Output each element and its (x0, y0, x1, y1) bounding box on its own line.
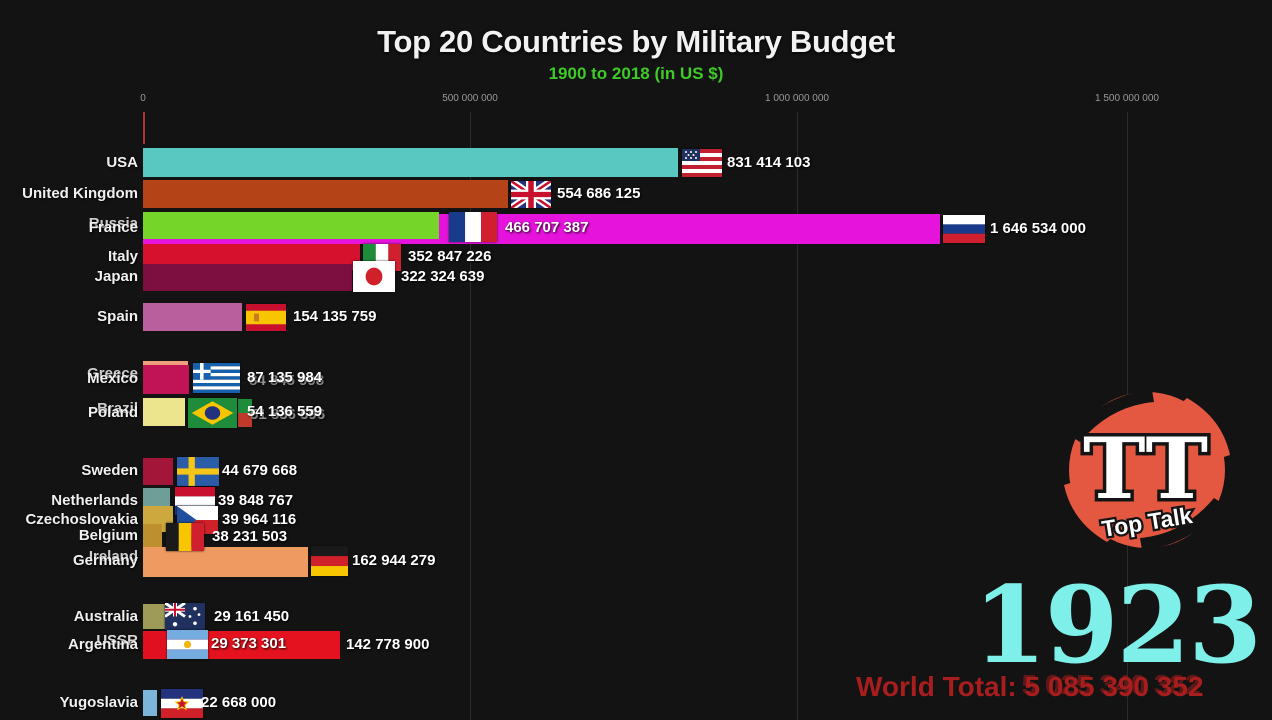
value-ussr: 142 778 900 (346, 636, 430, 653)
logo-swirl-tail-top (1176, 398, 1230, 462)
country-label-netherlands: Netherlands (51, 492, 138, 509)
country-label-russia: Russia (88, 215, 138, 232)
value-greece: 87 135 984 (247, 369, 323, 386)
world-total: World Total: 5 085 390 352 5 025 340 382 (856, 669, 1204, 703)
country-label-germany: Germany (72, 552, 138, 569)
value-france: 466 707 387 (505, 219, 589, 236)
country-label-japan: Japan (94, 268, 138, 285)
world-total-ghost-value: 5 025 340 382 (1021, 669, 1201, 700)
axis-tick-3: 1 500 000 000 (1095, 93, 1159, 104)
japan-flag-icon (353, 261, 395, 292)
country-label-france: France (88, 219, 138, 236)
brazil-flag-icon (188, 398, 237, 428)
country-label-spain: Spain (97, 308, 138, 325)
world-total-value: 5 085 390 352 5 025 340 382 (1021, 669, 1204, 702)
bar-argentina (143, 633, 165, 658)
axis-tick-2: 1 000 000 000 (765, 93, 829, 104)
value-australia: 29 161 450 (214, 608, 290, 625)
usa-flag-icon (682, 149, 722, 177)
country-label-belgium: Belgium (78, 527, 138, 544)
bar-yugoslavia (143, 690, 157, 716)
country-label-poland: Poland (87, 404, 138, 421)
value-germany: 162 944 279 (352, 552, 436, 569)
bar-united-kingdom (143, 180, 508, 208)
country-label-usa: USA (106, 154, 138, 171)
country-label-argentina: Argentina (67, 636, 138, 653)
value-yugoslavia: 22 668 000 (201, 694, 277, 711)
gridline-2 (797, 112, 798, 720)
country-label-yugoslavia: Yugoslavia (59, 694, 138, 711)
chart-subtitle: 1900 to 2018 (in US $) (548, 64, 724, 83)
country-label-czechoslovakia: Czechoslovakia (25, 511, 138, 528)
country-label-ireland: Ireland (88, 548, 138, 565)
belgium-flag-icon (166, 523, 204, 551)
logo-swirl-notch-top (1069, 390, 1154, 442)
country-label-mexico: Mexico (87, 370, 138, 387)
germany-flag-icon (311, 546, 348, 576)
top-talk-logo: TT Top Talk (1064, 390, 1230, 550)
russia-flag-icon (943, 215, 985, 243)
bar-japan (143, 264, 352, 291)
gridline-1 (470, 112, 471, 720)
value-italy: 352 847 226 (408, 248, 492, 265)
logo-swirl-tail-bottom (1064, 478, 1118, 542)
bar-spain (143, 303, 242, 331)
logo-initials: TT (1083, 419, 1211, 518)
country-label-sweden: Sweden (81, 462, 138, 479)
bar-usa (143, 148, 678, 177)
value-russia: 1 646 534 000 (990, 220, 1086, 237)
value-ghost-brazil: 51 836 596 (250, 406, 326, 423)
country-label-italy: Italy (107, 248, 138, 265)
axis-tick-1: 500 000 000 (442, 93, 498, 104)
axis-tick-0: 0 (140, 93, 146, 104)
year-counter: 1923 (972, 562, 1262, 687)
value-united-kingdom: 554 686 125 (557, 185, 641, 202)
country-label-australia: Australia (73, 608, 138, 625)
bar-flag-ghost-red (238, 413, 252, 427)
value-argentina: 29 373 301 (211, 635, 287, 652)
bar-germany (143, 547, 308, 577)
value-belgium: 38 231 503 (212, 528, 288, 545)
argentina-flag-icon (167, 630, 208, 659)
bar-sweden (143, 458, 173, 485)
value-ghost-greece: 84 845 998 (249, 372, 325, 389)
zero-axis-tick-mark (143, 112, 145, 144)
value-spain: 154 135 759 (293, 308, 377, 325)
spain-flag-icon (246, 304, 286, 331)
bar-poland (143, 398, 185, 426)
france-flag-icon (449, 212, 497, 242)
greece-flag-icon (193, 363, 240, 393)
value-sweden: 44 679 668 (222, 462, 298, 479)
value-netherlands: 39 848 767 (218, 492, 294, 509)
world-total-label: World Total: (856, 671, 1025, 702)
australia-flag-icon (164, 601, 205, 630)
country-label-ussr: USSR (96, 632, 138, 649)
value-usa: 831 414 103 (727, 154, 811, 171)
country-label-greece: Greece (87, 365, 138, 382)
bar-belgium (143, 524, 162, 550)
country-label-united-kingdom: United Kingdom (22, 185, 138, 202)
logo-swirl-notch-bottom (1140, 498, 1225, 550)
bar-mexico (143, 365, 189, 394)
logo-circle (1069, 392, 1225, 548)
yugoslavia-flag-icon (161, 689, 203, 718)
value-japan: 322 324 639 (401, 268, 485, 285)
sweden-flag-icon (177, 457, 219, 486)
country-label-brazil: Brazil (97, 400, 138, 417)
united-kingdom-flag-icon (508, 178, 554, 211)
value-brazil: 54 136 559 (247, 403, 323, 420)
chart-title: Top 20 Countries by Military Budget (377, 24, 895, 59)
bar-france (143, 212, 439, 239)
value-czechoslovakia: 39 964 116 (222, 511, 297, 528)
bar-flag-ghost-green (238, 399, 252, 414)
